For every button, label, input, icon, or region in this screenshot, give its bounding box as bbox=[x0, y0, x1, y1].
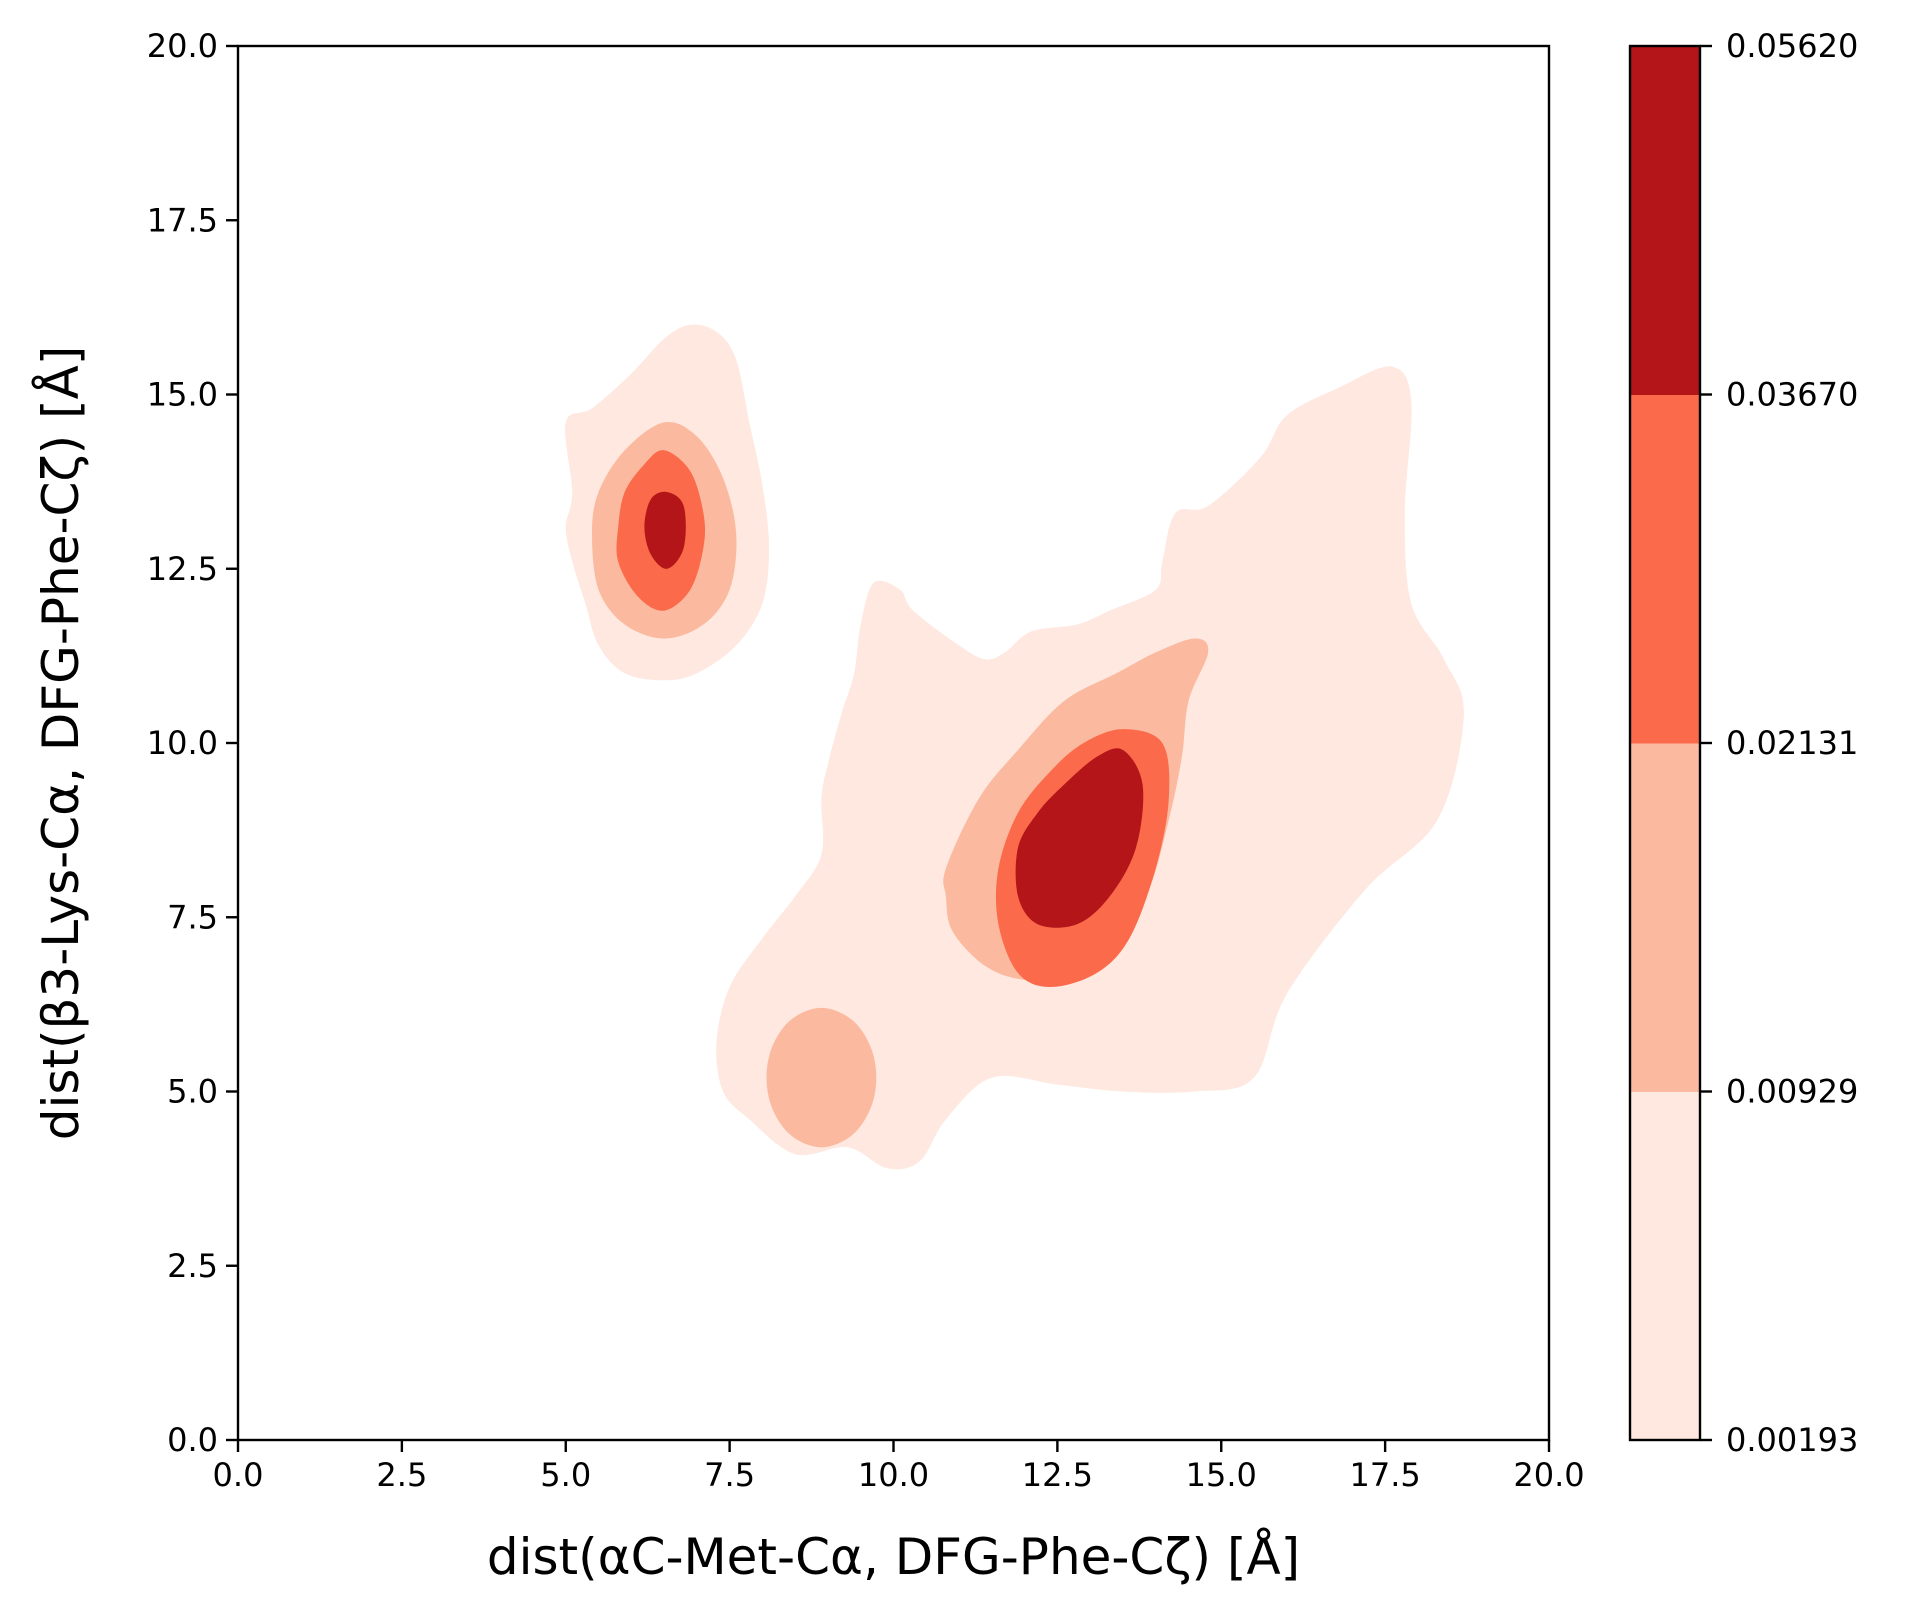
contour-region-level-3 bbox=[1015, 748, 1144, 928]
plot-area bbox=[565, 324, 1464, 1170]
contour-region-level-3 bbox=[644, 491, 686, 569]
colorbar-band-0 bbox=[1630, 1091, 1700, 1441]
x-tick-label: 15.0 bbox=[1186, 1456, 1257, 1494]
x-tick-label: 2.5 bbox=[376, 1456, 427, 1494]
y-tick-label: 2.5 bbox=[167, 1247, 218, 1285]
x-tick-label: 10.0 bbox=[858, 1456, 929, 1494]
colorbar-band-2 bbox=[1630, 394, 1700, 744]
x-tick-label: 7.5 bbox=[704, 1456, 755, 1494]
x-axis-label: dist(αC-Met-Cα, DFG-Phe-Cζ) [Å] bbox=[487, 1528, 1300, 1586]
colorbar bbox=[1630, 46, 1700, 1441]
colorbar-tick-label: 0.02131 bbox=[1726, 724, 1858, 762]
x-tick-label: 12.5 bbox=[1022, 1456, 1093, 1494]
y-tick-label: 10.0 bbox=[147, 724, 218, 762]
x-tick-label: 20.0 bbox=[1513, 1456, 1584, 1494]
y-tick-label: 20.0 bbox=[147, 27, 218, 65]
colorbar-band-1 bbox=[1630, 743, 1700, 1092]
y-tick-label: 15.0 bbox=[147, 376, 218, 414]
y-tick-label: 5.0 bbox=[167, 1073, 218, 1111]
y-tick-label: 17.5 bbox=[147, 201, 218, 239]
y-tick-label: 0.0 bbox=[167, 1421, 218, 1459]
colorbar-tick-label: 0.03670 bbox=[1726, 376, 1858, 414]
colorbar-tick-label: 0.05620 bbox=[1726, 27, 1858, 65]
y-axis-label: dist(β3-Lys-Cα, DFG-Phe-Cζ) [Å] bbox=[32, 346, 90, 1141]
x-tick-label: 17.5 bbox=[1350, 1456, 1421, 1494]
colorbar-axis: 0.00193 0.00929 0.02131 0.03670 0.05620 bbox=[1700, 27, 1858, 1459]
x-axis: 0.0 2.5 5.0 7.5 10.0 12.5 15.0 17.5 20.0 bbox=[213, 1440, 1585, 1494]
y-tick-label: 7.5 bbox=[167, 898, 218, 936]
y-tick-label: 12.5 bbox=[147, 550, 218, 588]
colorbar-tick-label: 0.00929 bbox=[1726, 1073, 1858, 1111]
colorbar-band-3 bbox=[1630, 46, 1700, 395]
x-tick-label: 5.0 bbox=[540, 1456, 591, 1494]
x-tick-label: 0.0 bbox=[213, 1456, 264, 1494]
contour-region-level-1 bbox=[766, 1007, 877, 1148]
colorbar-tick-label: 0.00193 bbox=[1726, 1421, 1858, 1459]
y-axis: 0.0 2.5 5.0 7.5 10.0 12.5 15.0 17.5 20.0 bbox=[147, 27, 238, 1459]
